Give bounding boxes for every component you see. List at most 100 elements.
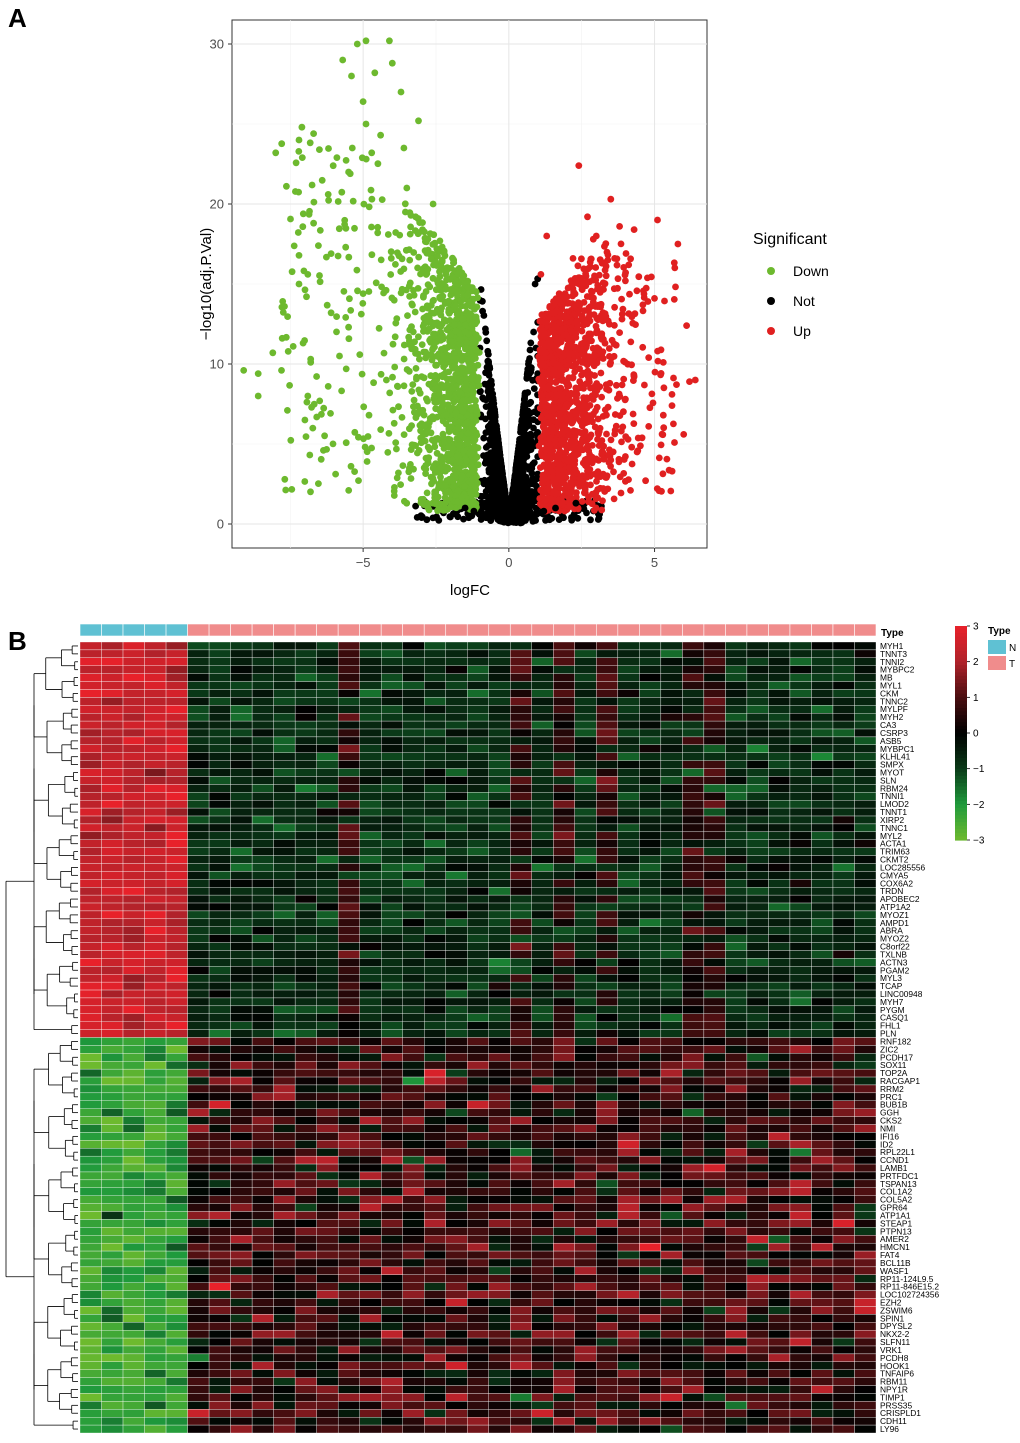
heatmap-cell <box>165 665 188 674</box>
point-down <box>386 389 394 397</box>
point-up <box>617 489 625 497</box>
point-down <box>431 398 439 406</box>
point-up <box>595 442 603 449</box>
point-up <box>569 255 577 262</box>
point-up <box>629 319 637 327</box>
legend-marker-down <box>767 267 775 275</box>
point-up <box>591 470 599 478</box>
point-down <box>306 451 314 459</box>
point-down <box>410 396 418 404</box>
point-down <box>431 438 438 446</box>
heatmap-cell <box>660 641 683 651</box>
point-down <box>307 488 314 496</box>
point-down <box>447 338 455 345</box>
point-up <box>641 381 648 389</box>
heatmap-cell <box>402 657 425 666</box>
point-down <box>433 277 441 284</box>
point-down <box>430 309 438 317</box>
point-up <box>543 232 551 240</box>
point-not <box>485 358 492 365</box>
point-down <box>333 313 340 320</box>
point-up <box>603 472 611 480</box>
point-up <box>570 427 578 435</box>
heatmap-cell <box>811 641 834 651</box>
point-up <box>559 437 566 444</box>
point-up <box>613 261 621 269</box>
point-down <box>413 373 420 381</box>
heatmap-cell <box>381 665 403 674</box>
point-down <box>287 436 295 444</box>
point-not <box>587 516 594 524</box>
point-down <box>438 304 445 312</box>
point-up <box>607 436 615 444</box>
point-up <box>691 376 699 384</box>
point-down <box>467 450 475 458</box>
point-down <box>339 56 347 64</box>
point-down <box>474 461 482 469</box>
point-up <box>546 376 554 384</box>
heatmap-cell <box>725 657 748 666</box>
point-down <box>360 403 368 411</box>
point-down <box>432 499 440 507</box>
point-not <box>531 408 538 416</box>
point-down <box>345 323 352 331</box>
point-up <box>654 347 661 355</box>
point-down <box>342 365 350 373</box>
point-up <box>648 390 656 398</box>
point-not <box>476 388 484 396</box>
point-down <box>442 489 449 497</box>
heatmap-cell <box>725 649 748 658</box>
point-down <box>423 238 430 246</box>
point-up <box>618 381 626 389</box>
point-down <box>462 498 470 506</box>
point-up <box>566 361 574 369</box>
point-down <box>391 333 399 341</box>
type-cell-T <box>639 623 662 637</box>
heatmap-cell <box>101 641 124 651</box>
point-up <box>592 391 599 399</box>
point-up <box>541 329 548 337</box>
point-up <box>554 372 562 379</box>
point-up <box>557 327 565 334</box>
point-up <box>555 422 563 429</box>
point-up <box>627 255 634 263</box>
type-cell-T <box>294 623 317 637</box>
heatmap-cell <box>144 649 167 658</box>
point-down <box>430 330 437 338</box>
point-up <box>564 342 572 349</box>
point-down <box>428 480 435 488</box>
heatmap-cell <box>337 657 360 666</box>
heatmap-cell <box>208 673 231 682</box>
point-not <box>520 498 527 505</box>
point-down <box>436 295 444 302</box>
point-up <box>642 477 649 485</box>
point-down <box>429 464 437 472</box>
point-down <box>421 228 428 236</box>
point-down <box>452 409 460 417</box>
point-up <box>579 339 587 347</box>
point-down <box>393 474 401 482</box>
point-down <box>378 283 385 291</box>
point-down <box>397 88 405 96</box>
point-down <box>301 337 308 344</box>
point-down <box>374 160 382 168</box>
heatmap-cell <box>746 641 769 651</box>
point-up <box>603 430 610 438</box>
point-up <box>599 285 606 293</box>
point-down <box>460 447 467 455</box>
point-up <box>546 413 553 420</box>
point-up <box>546 303 554 310</box>
heatmap-cell <box>682 665 705 674</box>
heatmap-cell <box>660 657 683 666</box>
point-not <box>525 420 533 428</box>
point-down <box>327 410 334 417</box>
point-not <box>530 385 538 392</box>
point-up <box>551 344 558 352</box>
point-not <box>522 411 530 419</box>
heatmap-cell <box>682 649 705 658</box>
point-not <box>477 516 485 523</box>
point-down <box>468 375 476 383</box>
point-down <box>303 293 310 301</box>
point-up <box>661 297 668 305</box>
type-cell-T <box>316 623 339 637</box>
